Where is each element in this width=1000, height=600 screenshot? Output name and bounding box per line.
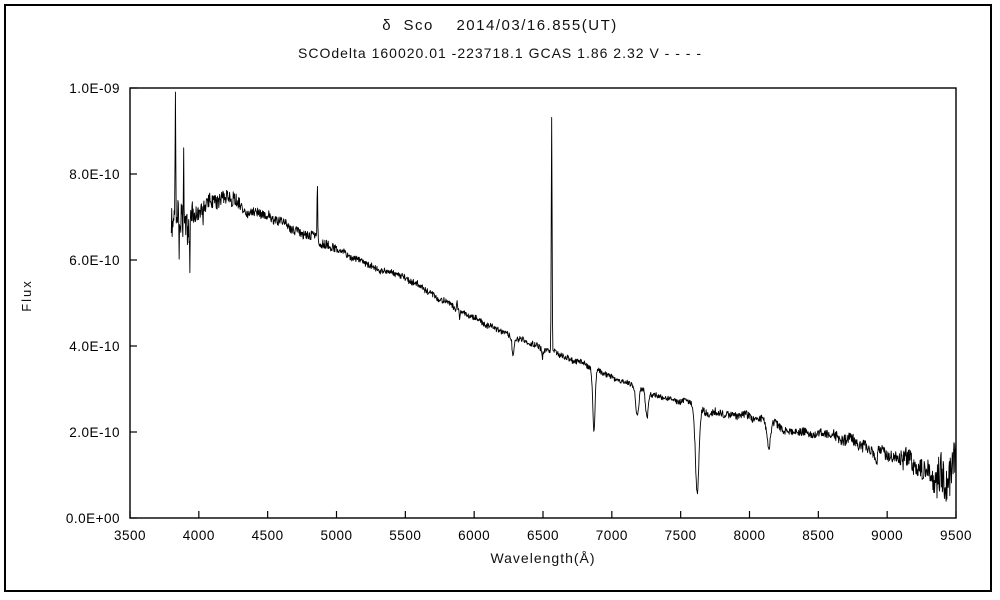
x-tick-label: 4500 bbox=[252, 528, 284, 543]
y-tick-label: 6.0E-10 bbox=[69, 253, 120, 268]
x-tick-label: 3500 bbox=[114, 528, 146, 543]
x-axis-label: Wavelength(Å) bbox=[490, 550, 596, 566]
x-tick-label: 8000 bbox=[733, 528, 765, 543]
y-tick-label: 4.0E-10 bbox=[69, 339, 120, 354]
x-tick-label: 8500 bbox=[802, 528, 834, 543]
plot-box bbox=[129, 87, 957, 519]
chart-subtitle: SCOdelta 160020.01 -223718.1 GCAS 1.86 2… bbox=[298, 45, 702, 61]
x-tick-label: 7500 bbox=[665, 528, 697, 543]
x-tick-label: 9000 bbox=[871, 528, 903, 543]
figure-frame bbox=[4, 4, 992, 592]
chart-title: δ Sco 2014/03/16.855(UT) bbox=[382, 17, 618, 34]
x-tick-label: 9500 bbox=[940, 528, 972, 543]
x-tick-label: 4000 bbox=[183, 528, 215, 543]
y-tick-label: 8.0E-10 bbox=[69, 167, 120, 182]
x-tick-label: 5000 bbox=[320, 528, 352, 543]
y-tick-label: 0.0E+00 bbox=[66, 511, 120, 526]
y-tick-label: 2.0E-10 bbox=[69, 425, 120, 440]
y-tick-label: 1.0E-09 bbox=[69, 81, 120, 96]
x-tick-label: 6000 bbox=[458, 528, 490, 543]
spectrum-line bbox=[170, 91, 957, 502]
x-tick-label: 6500 bbox=[527, 528, 559, 543]
x-tick-label: 5500 bbox=[389, 528, 421, 543]
x-tick-label: 7000 bbox=[596, 528, 628, 543]
